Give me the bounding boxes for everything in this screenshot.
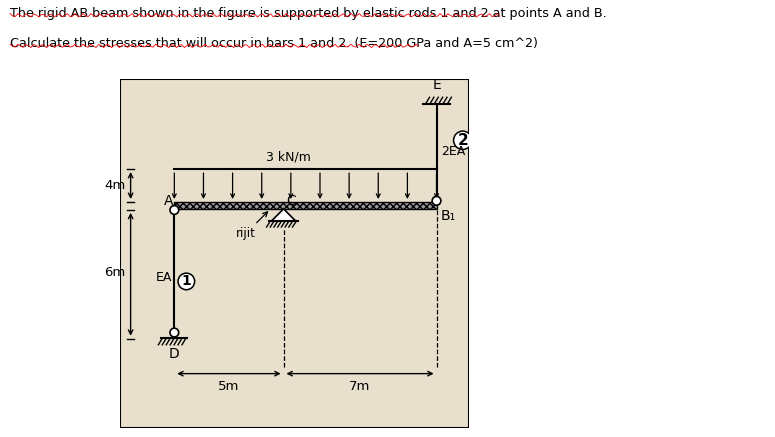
FancyBboxPatch shape [119, 79, 470, 428]
Text: 4m: 4m [104, 179, 126, 192]
Circle shape [170, 328, 179, 337]
Text: 3 kN/m: 3 kN/m [266, 151, 310, 163]
Text: 6m: 6m [104, 266, 126, 279]
Text: E: E [432, 78, 441, 92]
Text: C: C [286, 194, 295, 208]
Text: 7m: 7m [350, 380, 370, 393]
Text: D: D [169, 347, 180, 361]
Text: The rigid AB beam shown in the figure is supported by elastic rods 1 and 2 at po: The rigid AB beam shown in the figure is… [10, 7, 607, 20]
Text: 2: 2 [457, 133, 468, 148]
Text: EA: EA [156, 271, 172, 284]
Text: rijit: rijit [236, 212, 267, 240]
Circle shape [178, 273, 195, 290]
Text: 2EA: 2EA [441, 145, 465, 158]
Polygon shape [271, 209, 295, 221]
Text: B₁: B₁ [441, 209, 456, 223]
Text: 5m: 5m [219, 380, 239, 393]
Circle shape [453, 131, 472, 149]
Text: Calculate the stresses that will occur in bars 1 and 2. (E=200 GPa and A=5 cm^2): Calculate the stresses that will occur i… [10, 37, 538, 50]
Text: 1: 1 [181, 274, 191, 288]
Bar [174, 202, 436, 209]
Circle shape [170, 206, 179, 215]
Circle shape [432, 196, 441, 205]
Text: A: A [164, 194, 174, 208]
